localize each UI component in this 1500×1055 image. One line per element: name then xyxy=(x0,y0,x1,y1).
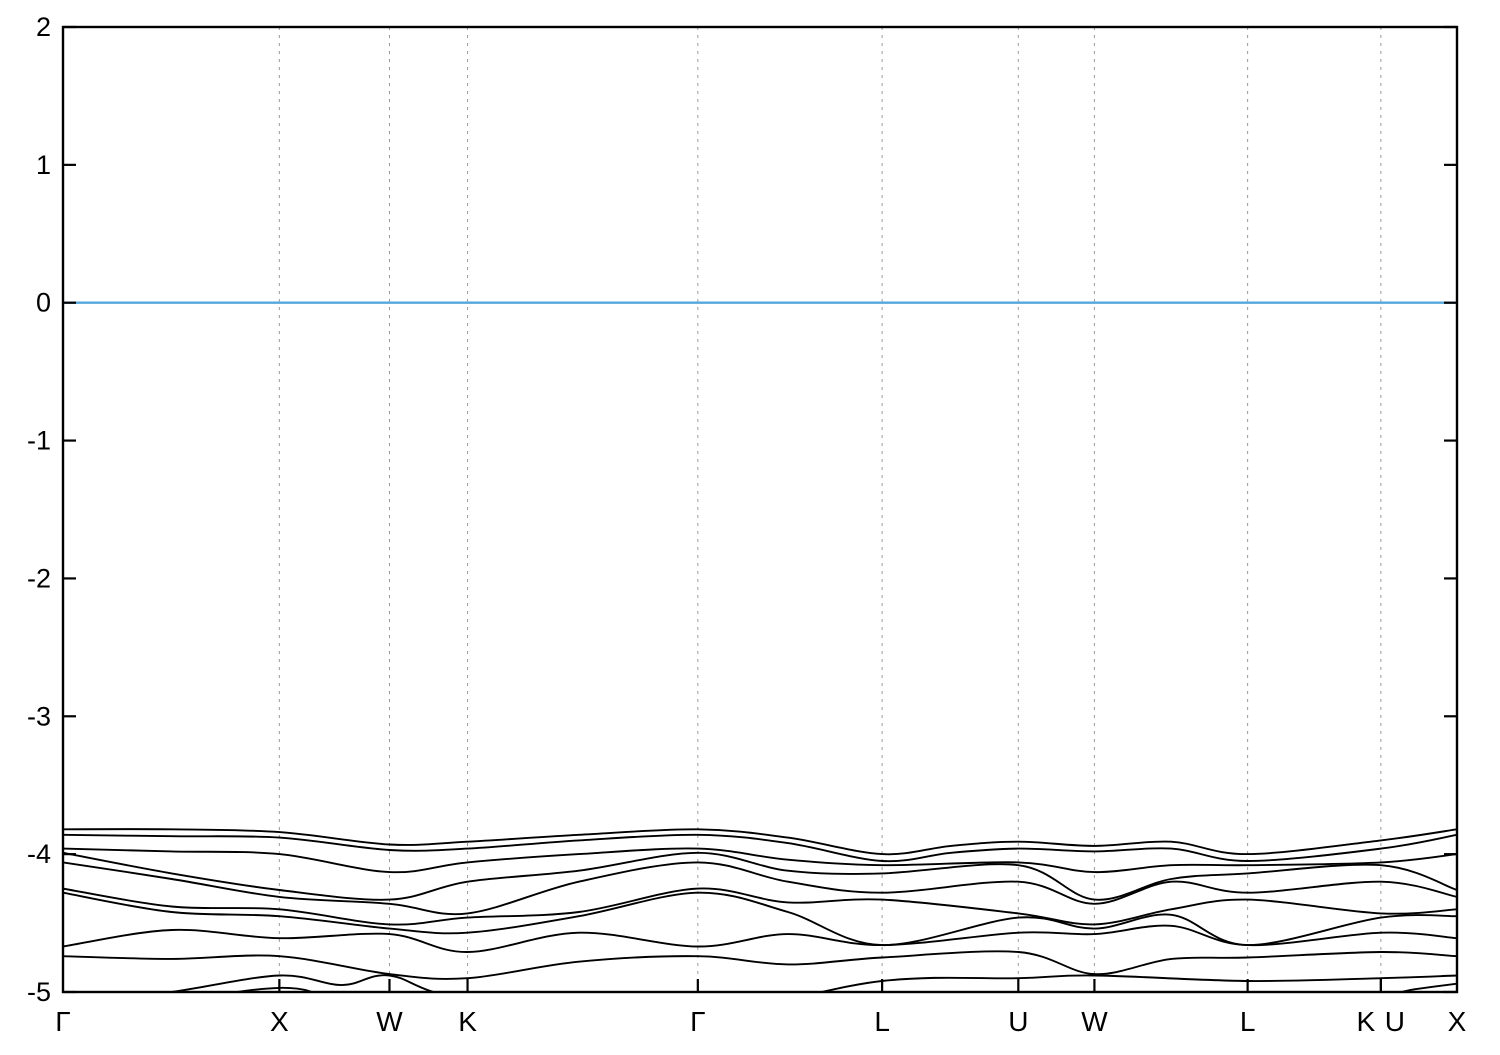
y-tick-label: -3 xyxy=(27,701,51,731)
band-4 xyxy=(63,851,1457,901)
band-6 xyxy=(63,887,1457,926)
x-tick-label: K xyxy=(1357,1006,1376,1037)
band-8 xyxy=(63,924,1457,953)
x-tick-label: U xyxy=(1385,1006,1405,1037)
band-9 xyxy=(63,950,1457,980)
band-lines-group xyxy=(63,828,1457,992)
x-tick-label: L xyxy=(1240,1006,1256,1037)
y-tick-label: -5 xyxy=(27,977,51,1007)
x-tick-label: X xyxy=(270,1006,289,1037)
x-tick-label: Γ xyxy=(55,1006,70,1037)
x-tick-label: W xyxy=(376,1006,403,1037)
x-tick-label: K xyxy=(458,1006,477,1037)
band-2 xyxy=(63,833,1457,863)
x-tick-label: Γ xyxy=(690,1006,705,1037)
plot-border xyxy=(61,25,1459,994)
x-tick-label: W xyxy=(1081,1006,1108,1037)
y-tick-label: -1 xyxy=(27,426,51,456)
band-10 xyxy=(164,974,1457,992)
y-tick-label: -2 xyxy=(27,563,51,593)
x-tick-label: U xyxy=(1008,1006,1028,1037)
band-7 xyxy=(63,891,1457,947)
band-5 xyxy=(63,861,1457,916)
band-3 xyxy=(63,847,1457,874)
x-tick-label: L xyxy=(874,1006,890,1037)
x-tick-label: X xyxy=(1448,1006,1467,1037)
y-tick-label: 2 xyxy=(36,12,51,42)
y-tick-label: -4 xyxy=(27,839,51,869)
band-1 xyxy=(63,828,1457,856)
y-tick-label: 1 xyxy=(36,150,51,180)
y-tick-label: 0 xyxy=(36,288,51,318)
